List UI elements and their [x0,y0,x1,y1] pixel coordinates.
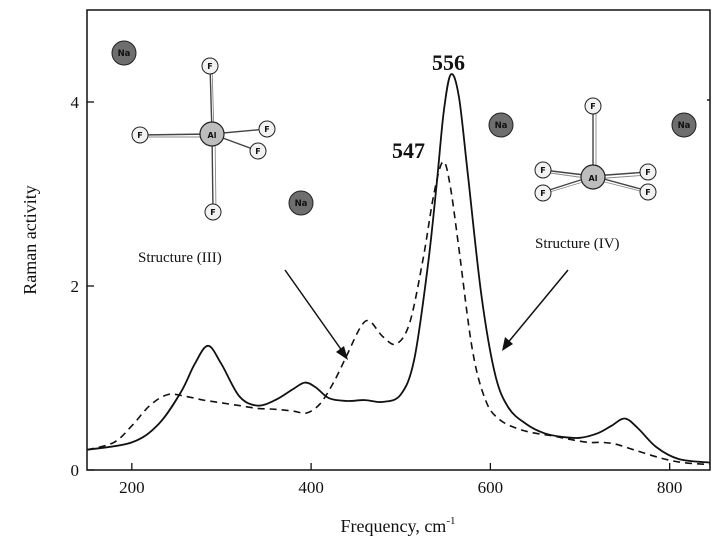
svg-text:F: F [255,147,260,156]
y-axis-title: Raman activity [20,185,40,294]
svg-text:F: F [540,189,545,198]
plot-frame [86,9,711,471]
fluorine-atom: F [204,203,222,221]
fluorine-atom: F [534,184,552,202]
arrow-structure-iv [502,269,569,351]
y-tick-label: 2 [71,277,80,296]
x-tick-label: 800 [657,478,683,497]
svg-text:F: F [645,188,650,197]
structure-iv-label: Structure (IV) [535,236,620,252]
sodium-atom: Na [111,40,137,66]
x-axis-title: Frequency, cm-1 [341,515,456,536]
x-tick-label: 600 [478,478,504,497]
y-tick-label: 0 [71,461,80,480]
series-line-solid [86,73,711,464]
svg-text:F: F [590,102,595,111]
svg-text:F: F [264,125,269,134]
x-tick-label: 200 [119,478,145,497]
fluorine-atom: F [258,120,276,138]
arrow-structure-iii [284,269,348,360]
sodium-atom: Na [671,112,697,138]
axis-ticks: 200 400 600 800 0 2 4 [71,93,683,497]
fluorine-atom: F [201,57,219,75]
data-series [86,73,711,466]
peak-label-556: 556 [432,50,465,75]
structure-iii-label: Structure (III) [138,250,222,266]
sodium-atom: Na [288,190,314,216]
svg-text:F: F [207,62,212,71]
structure-iii-molecule: F F F F F Al [131,57,276,221]
x-axis-title-text: Frequency, cm [341,516,447,536]
fluorine-atom: F [584,97,602,115]
fluorine-atom: F [639,183,657,201]
y-tick-label: 4 [71,93,80,112]
svg-text:Al: Al [208,131,217,140]
svg-text:Na: Na [678,121,691,131]
fluorine-atom: F [249,142,267,160]
fluorine-atom: F [534,161,552,179]
x-tick-label: 400 [298,478,324,497]
svg-text:F: F [137,131,142,140]
fluorine-atom: F [131,126,149,144]
sodium-atom: Na [488,112,514,138]
x-axis-title-superscript: -1 [446,515,455,527]
svg-text:Na: Na [295,199,308,209]
structure-iv-molecule: F F F F F Al [534,97,657,202]
svg-text:F: F [210,208,215,217]
svg-text:Na: Na [495,121,508,131]
svg-text:Al: Al [589,174,598,183]
peak-label-547: 547 [392,138,425,163]
svg-text:F: F [540,166,545,175]
svg-text:F: F [645,168,650,177]
aluminum-atom: Al [199,121,225,147]
series-line-dashed [86,160,711,466]
aluminum-atom: Al [580,164,606,190]
fluorine-atom: F [639,163,657,181]
svg-text:Na: Na [118,49,131,59]
